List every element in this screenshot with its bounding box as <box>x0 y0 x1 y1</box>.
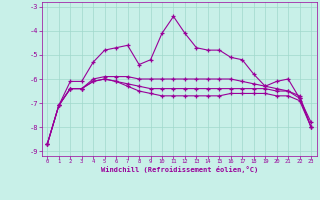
X-axis label: Windchill (Refroidissement éolien,°C): Windchill (Refroidissement éolien,°C) <box>100 166 258 173</box>
